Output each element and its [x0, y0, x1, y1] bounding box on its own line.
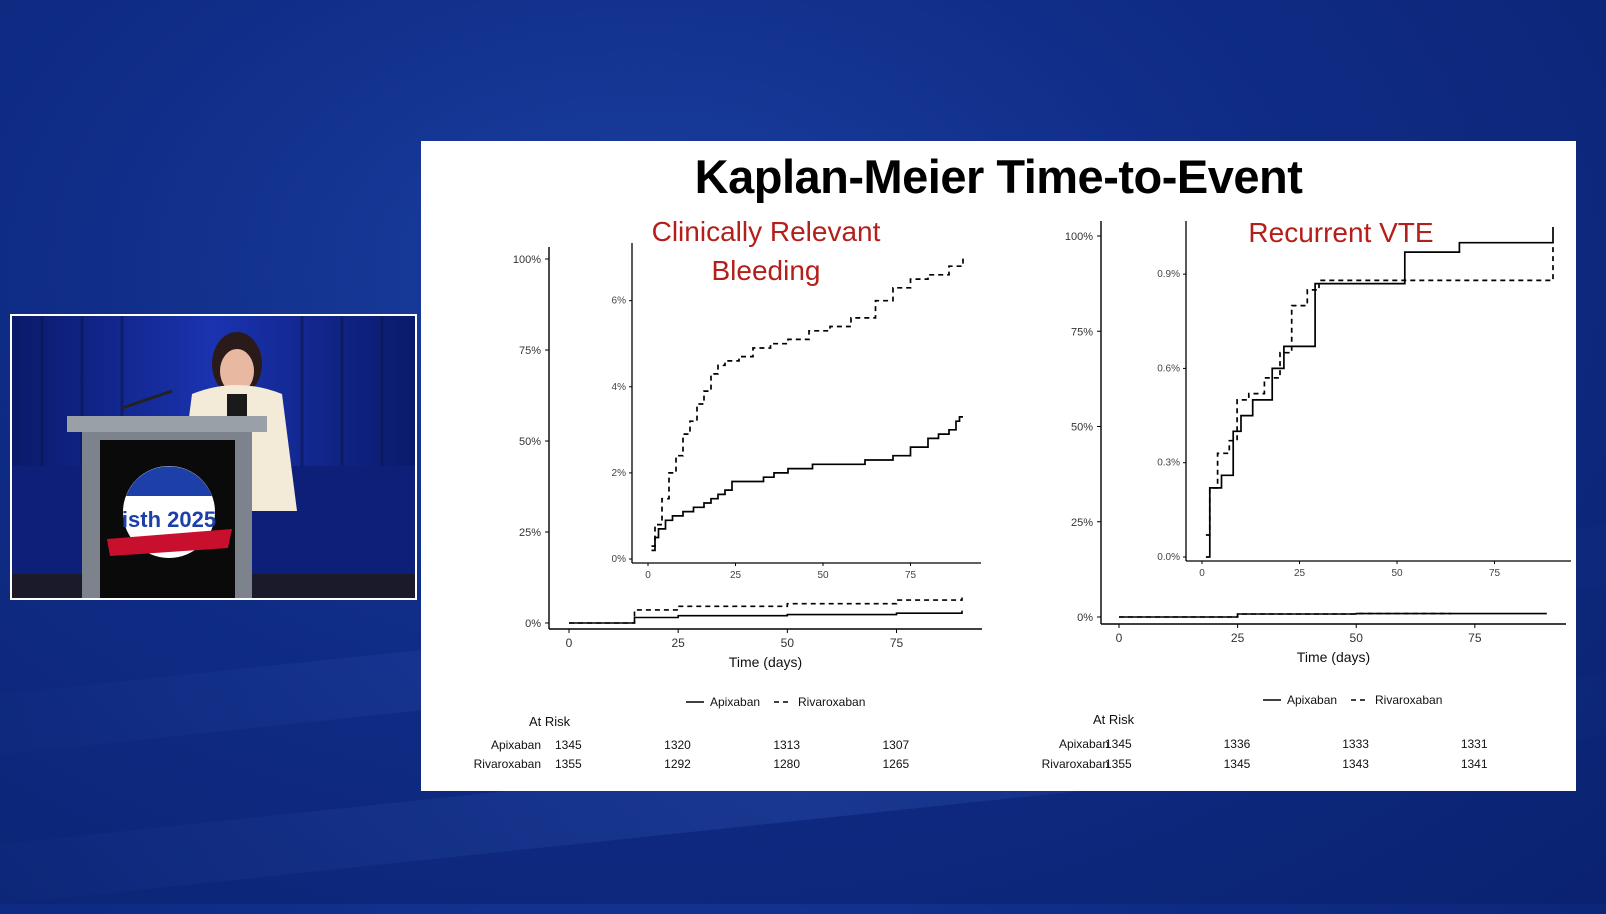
- inset-x-tick-label: 50: [817, 570, 829, 581]
- x-axis-label: Time (days): [729, 654, 802, 670]
- series-line-rivaroxaban: [569, 597, 963, 624]
- inset-y-tick-label: 4%: [612, 382, 627, 393]
- legend-label-apixaban: Apixaban: [1287, 693, 1337, 707]
- at-risk-value: 1345: [1105, 737, 1132, 751]
- x-tick-label: 0: [1116, 631, 1123, 645]
- x-tick-label: 50: [1350, 631, 1364, 645]
- at-risk-value: 1355: [555, 757, 582, 771]
- y-tick-label: 0%: [1077, 612, 1093, 624]
- x-tick-label: 0: [566, 636, 573, 650]
- inset-y-tick-label: 6%: [612, 296, 627, 307]
- x-tick-label: 75: [1468, 631, 1482, 645]
- y-tick-label: 50%: [519, 436, 541, 448]
- inset-x-tick-label: 75: [1489, 568, 1501, 579]
- inset-x-tick-label: 25: [1294, 568, 1306, 579]
- at-risk-value: 1292: [664, 757, 691, 771]
- inset-series-line-rivaroxaban: [1205, 242, 1554, 536]
- inset-x-tick-label: 50: [1391, 568, 1403, 579]
- at-risk-label: At Risk: [529, 714, 571, 729]
- inset-y-tick-label: 0%: [612, 554, 627, 565]
- inset-y-tick-label: 0.9%: [1157, 269, 1180, 280]
- at-risk-value: 1313: [773, 738, 800, 752]
- chart-title: Recurrent VTE: [1248, 217, 1433, 248]
- at-risk-value: 1341: [1461, 757, 1488, 771]
- at-risk-value: 1280: [773, 757, 800, 771]
- y-tick-label: 25%: [1071, 517, 1093, 529]
- x-tick-label: 25: [671, 636, 685, 650]
- inset-series-line-apixaban: [651, 416, 963, 552]
- inset-x-tick-label: 0: [1199, 568, 1205, 579]
- x-tick-label: 50: [781, 636, 795, 650]
- at-risk-value: 1333: [1342, 737, 1369, 751]
- y-tick-label: 0%: [525, 618, 541, 630]
- y-tick-label: 50%: [1071, 422, 1093, 434]
- legend-label-rivaroxaban: Rivaroxaban: [1375, 693, 1442, 707]
- inset-series-line-rivaroxaban: [651, 257, 964, 547]
- inset-x-tick-label: 0: [645, 570, 651, 581]
- inset-y-tick-label: 0.6%: [1157, 363, 1180, 374]
- at-risk-value: 1355: [1105, 757, 1132, 771]
- inset-y-tick-label: 0.3%: [1157, 458, 1180, 469]
- y-tick-label: 75%: [519, 345, 541, 357]
- km-charts: 0% 25% 50% 75% 100% 0 25 50 75 Time (days) 0% 2% 4% 6…: [474, 216, 1571, 771]
- at-risk-value: 1320: [664, 738, 691, 752]
- legend-label-apixaban: Apixaban: [710, 695, 760, 709]
- chart-title: Bleeding: [712, 255, 821, 286]
- at-risk-value: 1345: [1224, 757, 1251, 771]
- inset-x-tick-label: 75: [905, 570, 917, 581]
- legend-label-rivaroxaban: Rivaroxaban: [798, 695, 865, 709]
- x-tick-label: 25: [1231, 631, 1245, 645]
- x-tick-label: 75: [890, 636, 904, 650]
- inset-series-line-apixaban: [1205, 227, 1554, 558]
- y-tick-label: 75%: [1071, 326, 1093, 338]
- at-risk-row-name: Apixaban: [1059, 737, 1109, 751]
- microphone: [121, 389, 173, 410]
- inset-y-tick-label: 2%: [612, 468, 627, 479]
- at-risk-value: 1307: [883, 738, 910, 752]
- isth-logo-text: isth 2025: [122, 507, 216, 532]
- presenter-video: isth 2025: [10, 314, 417, 600]
- inset-x-tick-label: 25: [730, 570, 742, 581]
- isth-logo: isth 2025: [107, 466, 232, 558]
- at-risk-value: 1343: [1342, 757, 1369, 771]
- at-risk-value: 1345: [555, 738, 582, 752]
- chart-title: Clinically Relevant: [652, 216, 881, 247]
- curtain-folds: [40, 316, 384, 466]
- presenter-scene: isth 2025: [12, 316, 415, 598]
- at-risk-value: 1265: [883, 757, 910, 771]
- at-risk-value: 1331: [1461, 737, 1488, 751]
- series-line-apixaban: [569, 610, 963, 624]
- y-tick-label: 25%: [519, 527, 541, 539]
- at-risk-row-name: Apixaban: [491, 738, 541, 752]
- y-tick-label: 100%: [1065, 231, 1093, 243]
- series-line-rivaroxaban: [1119, 612, 1452, 618]
- slide: Kaplan-Meier Time-to-Event 0% 25% 50% 75% 10…: [421, 141, 1576, 791]
- at-risk-row-name: Rivaroxaban: [1042, 757, 1109, 771]
- at-risk-row-name: Rivaroxaban: [474, 757, 541, 771]
- at-risk-label: At Risk: [1093, 712, 1135, 727]
- x-axis-label: Time (days): [1297, 649, 1370, 665]
- slide-title: Kaplan-Meier Time-to-Event: [694, 150, 1303, 203]
- inset-y-tick-label: 0.0%: [1157, 552, 1180, 563]
- y-tick-label: 100%: [513, 254, 541, 266]
- at-risk-value: 1336: [1224, 737, 1251, 751]
